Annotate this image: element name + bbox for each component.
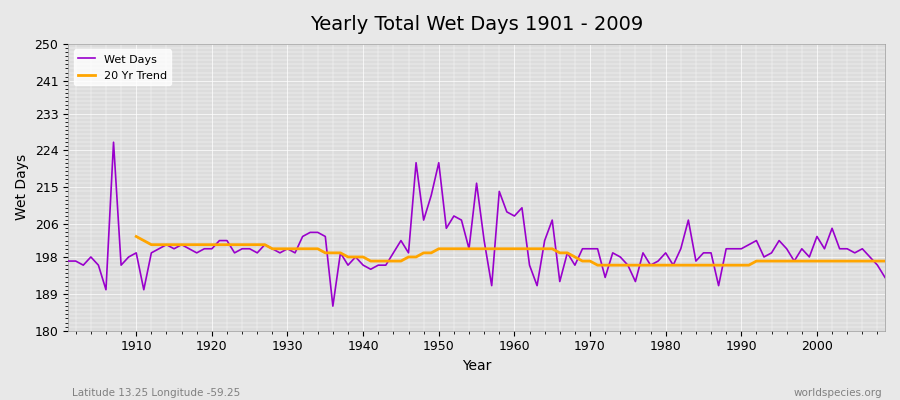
Wet Days [328,304,338,308]
Line: 20 Yr Trend: 20 Yr Trend [136,236,885,265]
20 Yr Trend [879,259,890,264]
20 Yr Trend [305,246,316,251]
20 Yr Trend [827,259,838,264]
Wet Days [350,254,361,259]
20 Yr Trend [130,234,141,239]
20 Yr Trend [577,259,588,264]
20 Yr Trend [592,263,603,268]
Title: Yearly Total Wet Days 1901 - 2009: Yearly Total Wet Days 1901 - 2009 [310,15,644,34]
Wet Days [108,140,119,145]
Wet Days [517,205,527,210]
Y-axis label: Wet Days: Wet Days [15,154,29,220]
20 Yr Trend [850,259,860,264]
Legend: Wet Days, 20 Yr Trend: Wet Days, 20 Yr Trend [74,50,171,86]
20 Yr Trend [517,246,527,251]
Wet Days [63,259,74,264]
X-axis label: Year: Year [462,359,491,373]
Text: worldspecies.org: worldspecies.org [794,388,882,398]
Wet Days [130,250,141,255]
Wet Days [297,234,308,239]
20 Yr Trend [274,246,285,251]
Wet Days [879,275,890,280]
Wet Days [524,263,535,268]
Line: Wet Days: Wet Days [68,142,885,306]
Text: Latitude 13.25 Longitude -59.25: Latitude 13.25 Longitude -59.25 [72,388,240,398]
Wet Days [615,254,626,259]
